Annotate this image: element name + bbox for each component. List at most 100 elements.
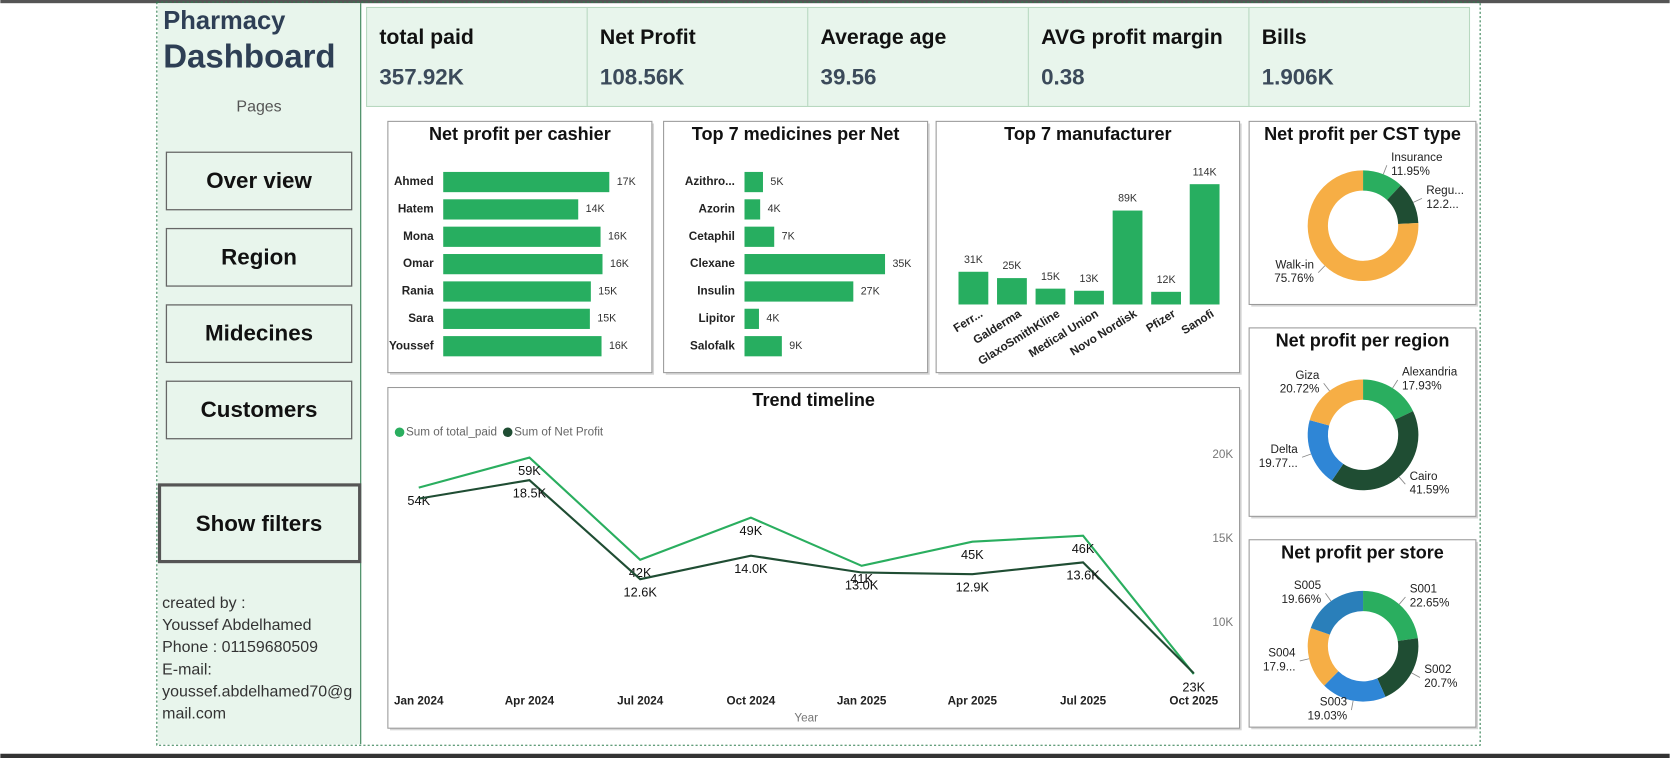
bar [744, 199, 761, 220]
category-label: Sara [408, 312, 434, 325]
value-label: 12K [1157, 274, 1176, 286]
value-label: 27K [861, 285, 880, 297]
value-label: 13.0K [845, 578, 879, 593]
category-label: Insulin [697, 285, 735, 298]
slice-label: S001 [1410, 583, 1437, 596]
category-label: Mona [403, 230, 434, 243]
leader-line [1301, 453, 1312, 458]
slice-value: 19.77... [1259, 457, 1298, 470]
bar [744, 171, 763, 193]
bottom-bar [0, 753, 1670, 758]
x-tick-label: Jan 2024 [394, 695, 444, 708]
bar [1189, 184, 1220, 305]
category-label: Youssef [389, 339, 434, 352]
leader-line [1323, 382, 1330, 392]
category-label: Clexane [690, 257, 735, 270]
filters-button[interactable] [157, 483, 362, 564]
slice-label: Walk-in [1275, 258, 1314, 271]
kpi-label: Net Profit [600, 25, 696, 49]
page-button-label[interactable]: Midecines [205, 321, 313, 346]
bar [744, 336, 782, 357]
kpi-value: 1.906K [1262, 65, 1334, 90]
leader-line [1299, 658, 1310, 662]
value-label: 49K [740, 523, 763, 538]
category-label: Ahmed [394, 175, 434, 188]
leader-line [1382, 165, 1388, 175]
value-label: 14K [586, 203, 605, 215]
donut-slice [1324, 671, 1386, 702]
x-tick-label: Jan 2025 [837, 695, 887, 708]
value-label: 41K [850, 571, 873, 586]
legend-marker [394, 427, 405, 438]
bar [1035, 288, 1066, 305]
slice-value: 19.03% [1307, 710, 1347, 723]
credit-line: E-mail: [162, 661, 212, 678]
slice-label: Regu... [1426, 184, 1464, 197]
panel [387, 386, 1241, 729]
slice-value: 20.7% [1424, 677, 1457, 690]
value-label: 5K [770, 176, 783, 188]
page-button[interactable] [165, 151, 353, 211]
sidebar [157, 3, 361, 745]
frame [156, 1, 1481, 746]
bar [443, 226, 601, 247]
bar [443, 254, 603, 275]
value-label: 15K [1041, 271, 1060, 283]
bar [744, 226, 775, 247]
credit-line: mail.com [162, 706, 226, 723]
value-label: 114K [1193, 166, 1217, 178]
page-button-label[interactable]: Over view [206, 168, 312, 193]
slice-label: Alexandria [1402, 366, 1458, 379]
value-label: 45K [961, 547, 984, 562]
bar [744, 281, 854, 302]
value-label: 7K [782, 231, 795, 243]
slice-label: S005 [1294, 579, 1322, 592]
kpi-label: AVG profit margin [1041, 25, 1223, 49]
bar [744, 254, 886, 275]
value-label: 15K [598, 285, 617, 297]
value-label: 35K [892, 258, 911, 270]
kpi-label: Bills [1262, 25, 1307, 49]
slice-value: 20.72% [1280, 383, 1320, 396]
bar [1151, 291, 1181, 305]
bar [997, 278, 1027, 305]
donut-slice [1363, 170, 1401, 201]
panel [663, 120, 929, 374]
bar [1112, 210, 1143, 305]
page-button[interactable] [165, 304, 353, 364]
bar [443, 336, 602, 357]
page-button-label[interactable]: Customers [201, 397, 318, 422]
donut-slice [1387, 185, 1419, 225]
donut-slice [1363, 590, 1418, 642]
value-label: 18.5K [513, 485, 547, 500]
category-label: Cetaphil [689, 230, 735, 243]
value-label: 89K [1118, 193, 1137, 205]
page-button[interactable] [165, 380, 353, 440]
bar [443, 308, 590, 329]
category-label: Omar [403, 257, 434, 270]
value-label: 23K [1182, 679, 1205, 694]
bar [1074, 290, 1104, 305]
value-label: 15K [597, 313, 616, 325]
leader-line [1411, 672, 1421, 678]
page-button-label[interactable]: Region [221, 244, 297, 269]
slice-value: 11.95% [1391, 165, 1430, 178]
bar [958, 271, 989, 305]
page-button[interactable] [165, 227, 353, 287]
donut-slice [1307, 170, 1419, 282]
slice-label: S003 [1320, 696, 1347, 709]
credit-line: Youssef Abdelhamed [162, 617, 311, 634]
slice-value: 17.93% [1402, 379, 1442, 392]
filters-button-label[interactable]: Show filters [196, 511, 323, 536]
value-label: 42K [629, 565, 652, 580]
value-label: 17K [617, 176, 636, 188]
value-label: 16K [610, 258, 629, 270]
value-label: 25K [1002, 260, 1021, 272]
category-label: Salofalk [690, 339, 735, 352]
credit-line: youssef.abdelhamed70@g [162, 683, 352, 700]
leader-line [1350, 700, 1354, 711]
x-tick-label: Oct 2025 [1169, 695, 1218, 708]
legend-marker [502, 427, 513, 438]
kpi-value: 0.38 [1041, 65, 1085, 90]
chart-title: Net profit per store [1281, 542, 1444, 562]
